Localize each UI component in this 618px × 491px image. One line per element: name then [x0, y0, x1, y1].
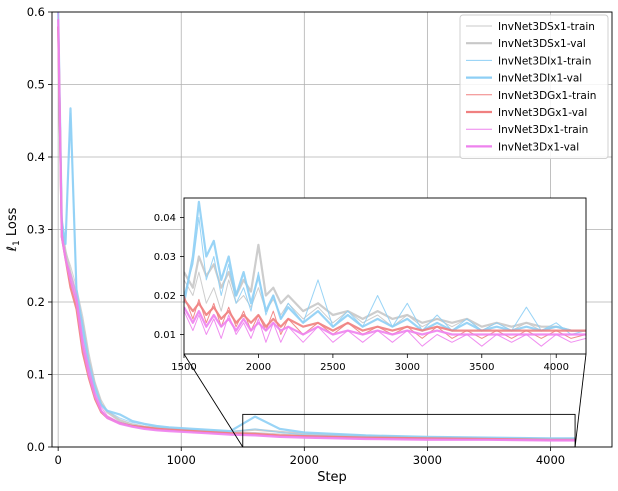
inset-line-invnet3dix1-val	[184, 200, 586, 332]
inset-series-group	[184, 200, 586, 347]
inset-x-tick-label: 3500	[469, 362, 494, 373]
y-tick-label: 0.1	[27, 368, 45, 382]
inset-line-invnet3dgx1-val	[184, 298, 586, 332]
x-axis-label: Step	[317, 470, 347, 485]
legend-label-invnet3dsx1-val: InvNet3DSx1-val	[498, 38, 586, 50]
x-tick-label: 0	[54, 453, 61, 467]
inset-x-tick-label: 3000	[395, 362, 420, 373]
y-tick-label: 0.0	[27, 440, 45, 454]
x-tick-label: 3000	[413, 453, 442, 467]
legend-label-invnet3dsx1-train: InvNet3DSx1-train	[498, 21, 595, 33]
legend-box	[459, 14, 609, 160]
legend-label-invnet3dx1-train: InvNet3Dx1-train	[498, 124, 588, 136]
zoom-indicator	[183, 353, 587, 448]
inset-x-tick-label: 1500	[171, 362, 196, 373]
inset-lines	[184, 200, 586, 347]
y-axis-label-subscript: 1	[12, 240, 22, 246]
x-tick-label: 4000	[536, 453, 565, 467]
inset-x-tick-label: 2000	[246, 362, 271, 373]
main-ticks: 0 1000 2000 3000 4000 0.0 0.1 0.2 0.3 0.4 0.5 0.6	[27, 5, 565, 467]
y-tick-label: 0.5	[27, 78, 45, 92]
y-tick-label: 0.4	[27, 150, 45, 164]
inset-y-tick-label: 0.01	[154, 330, 176, 341]
inset-ticks: 1500 2000 2500 3000 3500 4000 0.01 0.02 0.03 0.04	[154, 213, 569, 373]
legend-label-invnet3dgx1-train: InvNet3DGx1-train	[498, 90, 596, 102]
zoom-rectangle	[242, 413, 576, 448]
x-tick-label: 1000	[167, 453, 196, 467]
inset-line-invnet3dx1-val	[184, 306, 586, 336]
inset-y-tick-label: 0.04	[154, 213, 176, 224]
legend-label-invnet3dix1-train: InvNet3DIx1-train	[498, 55, 591, 67]
zoom-connector-right	[574, 353, 587, 448]
y-tick-label: 0.3	[27, 223, 45, 237]
x-tick-label: 2000	[290, 453, 319, 467]
legend-label-invnet3dx1-val: InvNet3Dx1-val	[498, 141, 579, 153]
main-series-group	[57, 11, 576, 442]
series-line-invnet3dx1-val	[57, 19, 576, 442]
y-axis-label: ℓ1 Loss	[5, 207, 22, 252]
inset-y-tick-label: 0.03	[154, 252, 176, 263]
zoom-connector-left	[183, 353, 244, 448]
legend-label-invnet3dix1-val: InvNet3DIx1-val	[498, 73, 582, 85]
inset-plot-frame	[183, 197, 587, 355]
legend-label-invnet3dgx1-val: InvNet3DGx1-val	[498, 107, 587, 119]
inset-y-tick-label: 0.02	[154, 291, 176, 302]
y-tick-label: 0.2	[27, 295, 45, 309]
legend: InvNet3DSx1-train InvNet3DSx1-val InvNet3D…	[459, 14, 609, 160]
y-axis-label-text: Loss	[5, 207, 20, 240]
y-tick-label: 0.6	[27, 5, 45, 19]
inset-line-invnet3dsx1-val	[184, 243, 586, 332]
y-axis-label-symbol: ℓ	[5, 246, 20, 252]
inset-x-tick-label: 2500	[320, 362, 345, 373]
inset-x-tick-label: 4000	[543, 362, 568, 373]
